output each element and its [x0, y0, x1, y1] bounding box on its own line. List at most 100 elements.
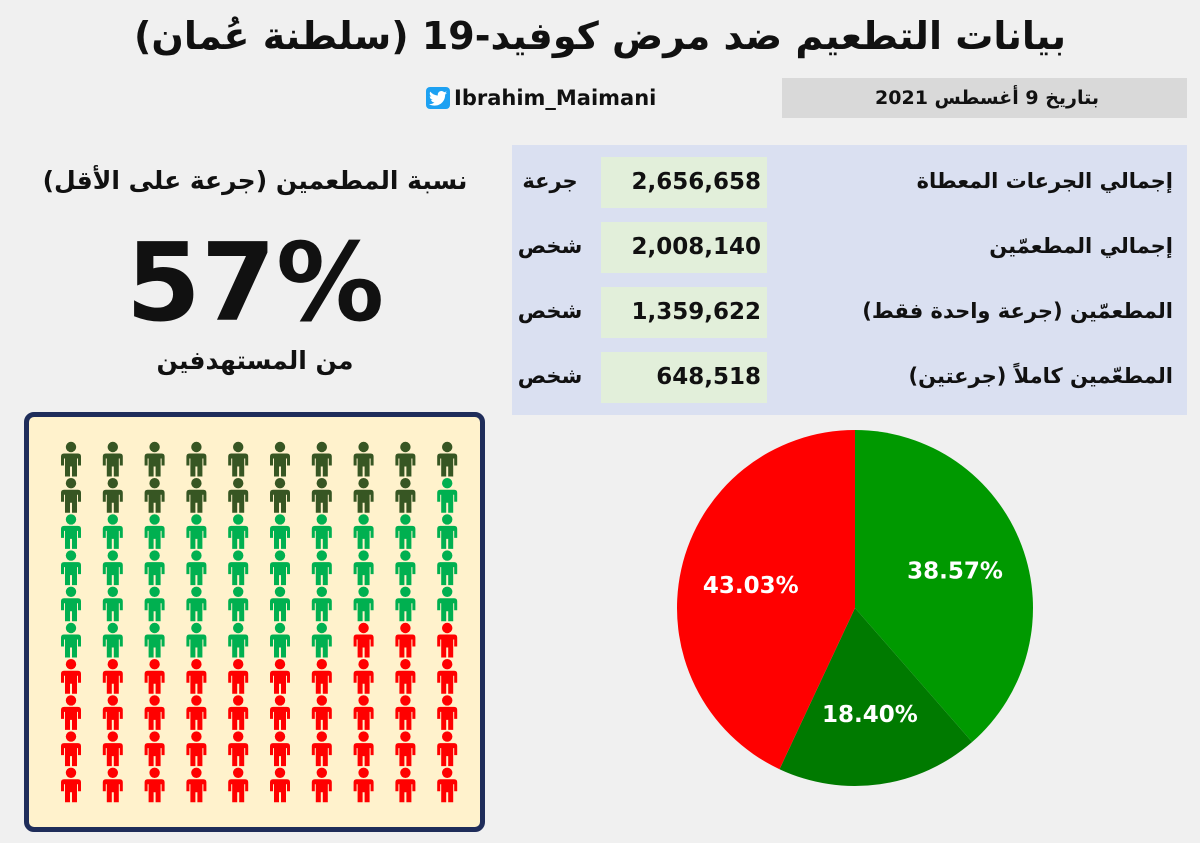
person-icon [353, 514, 374, 549]
person-icon [102, 767, 123, 803]
person-icon [186, 478, 207, 513]
person-icon [102, 659, 123, 694]
person-icon [144, 441, 165, 477]
person-icon [228, 586, 249, 622]
person-icon [144, 659, 165, 694]
person-icon [144, 622, 165, 658]
person-icon [61, 731, 81, 767]
person-icon [353, 622, 374, 658]
pie-slice-1 [779, 608, 973, 786]
person-icon [102, 514, 123, 549]
person-icon [186, 622, 207, 658]
person-icon [270, 731, 290, 767]
person-icon [61, 550, 81, 586]
person-icon [61, 478, 81, 513]
person-icon [186, 695, 207, 730]
person-icon [270, 659, 290, 694]
person-icon [395, 586, 416, 622]
stats-panel: إجمالي الجرعات المعطاة 2,656,658 جرعة إج… [512, 145, 1187, 415]
person-icon [186, 441, 207, 477]
pictogram-box [24, 412, 485, 832]
stat-value-fully: 648,518 [601, 352, 767, 403]
person-icon [144, 514, 165, 549]
person-icon [102, 441, 123, 477]
handle-text: Ibrahim_Maimani [454, 86, 657, 110]
person-icon [102, 622, 123, 658]
person-icon [61, 514, 81, 549]
person-icon [437, 659, 458, 694]
person-icon [228, 622, 249, 658]
person-icon [270, 478, 290, 513]
person-icon [228, 550, 249, 586]
pictogram-chart [61, 441, 458, 803]
person-icon [353, 695, 374, 730]
person-icon [311, 478, 332, 513]
person-icon [437, 586, 458, 622]
page-title: بيانات التطعيم ضد مرض كوفيد-19 (سلطنة عُ… [134, 14, 1066, 58]
person-icon [311, 622, 332, 658]
person-icon [228, 695, 249, 730]
person-icon [186, 659, 207, 694]
person-icon [270, 767, 290, 803]
person-icon [395, 659, 416, 694]
person-icon [270, 622, 290, 658]
coverage-heading: نسبة المطعمين (جرعة على الأقل) [42, 166, 468, 195]
pie-label-2: 43.03% [703, 573, 799, 599]
person-icon [353, 731, 374, 767]
person-icon [437, 731, 458, 767]
person-icon [395, 514, 416, 549]
twitter-handle[interactable]: Ibrahim_Maimani [426, 86, 656, 110]
person-icon [228, 731, 249, 767]
twitter-icon [426, 87, 450, 109]
stat-label-vaccinated: إجمالي المطعمّين [989, 234, 1173, 258]
person-icon [353, 441, 374, 477]
person-icon [144, 478, 165, 513]
person-icon [61, 695, 81, 730]
person-icon [144, 731, 165, 767]
person-icon [353, 478, 374, 513]
person-icon [270, 441, 290, 477]
person-icon [186, 767, 207, 803]
person-icon [311, 586, 332, 622]
person-icon [228, 767, 249, 803]
person-icon [437, 550, 458, 586]
person-icon [311, 550, 332, 586]
person-icon [186, 586, 207, 622]
person-icon [311, 441, 332, 477]
person-icon [102, 478, 123, 513]
person-icon [186, 550, 207, 586]
person-icon [437, 767, 458, 803]
person-icon [311, 659, 332, 694]
person-icon [228, 441, 249, 477]
person-icon [437, 441, 458, 477]
person-icon [228, 478, 249, 513]
person-icon [311, 767, 332, 803]
person-icon [395, 767, 416, 803]
person-icon [395, 550, 416, 586]
person-icon [353, 586, 374, 622]
person-icon [353, 767, 374, 803]
person-icon [61, 659, 81, 694]
stat-label-one-dose: المطعمّين (جرعة واحدة فقط) [862, 299, 1173, 323]
person-icon [270, 514, 290, 549]
person-icon [186, 514, 207, 549]
person-icon [186, 731, 207, 767]
person-icon [437, 695, 458, 730]
stat-unit-one-dose: شخص [517, 299, 583, 323]
stat-unit-fully: شخص [517, 364, 583, 388]
person-icon [102, 731, 123, 767]
person-icon [228, 514, 249, 549]
pie-label-0: 38.57% [907, 558, 1003, 584]
person-icon [395, 731, 416, 767]
person-icon [102, 695, 123, 730]
stat-unit-vaccinated: شخص [517, 234, 583, 258]
person-icon [102, 586, 123, 622]
person-icon [395, 478, 416, 513]
stat-value-vaccinated: 2,008,140 [601, 222, 767, 273]
person-icon [270, 550, 290, 586]
person-icon [144, 695, 165, 730]
stat-label-doses: إجمالي الجرعات المعطاة [916, 169, 1173, 193]
pie-slice-2 [677, 430, 855, 770]
person-icon [144, 586, 165, 622]
person-icon [395, 441, 416, 477]
